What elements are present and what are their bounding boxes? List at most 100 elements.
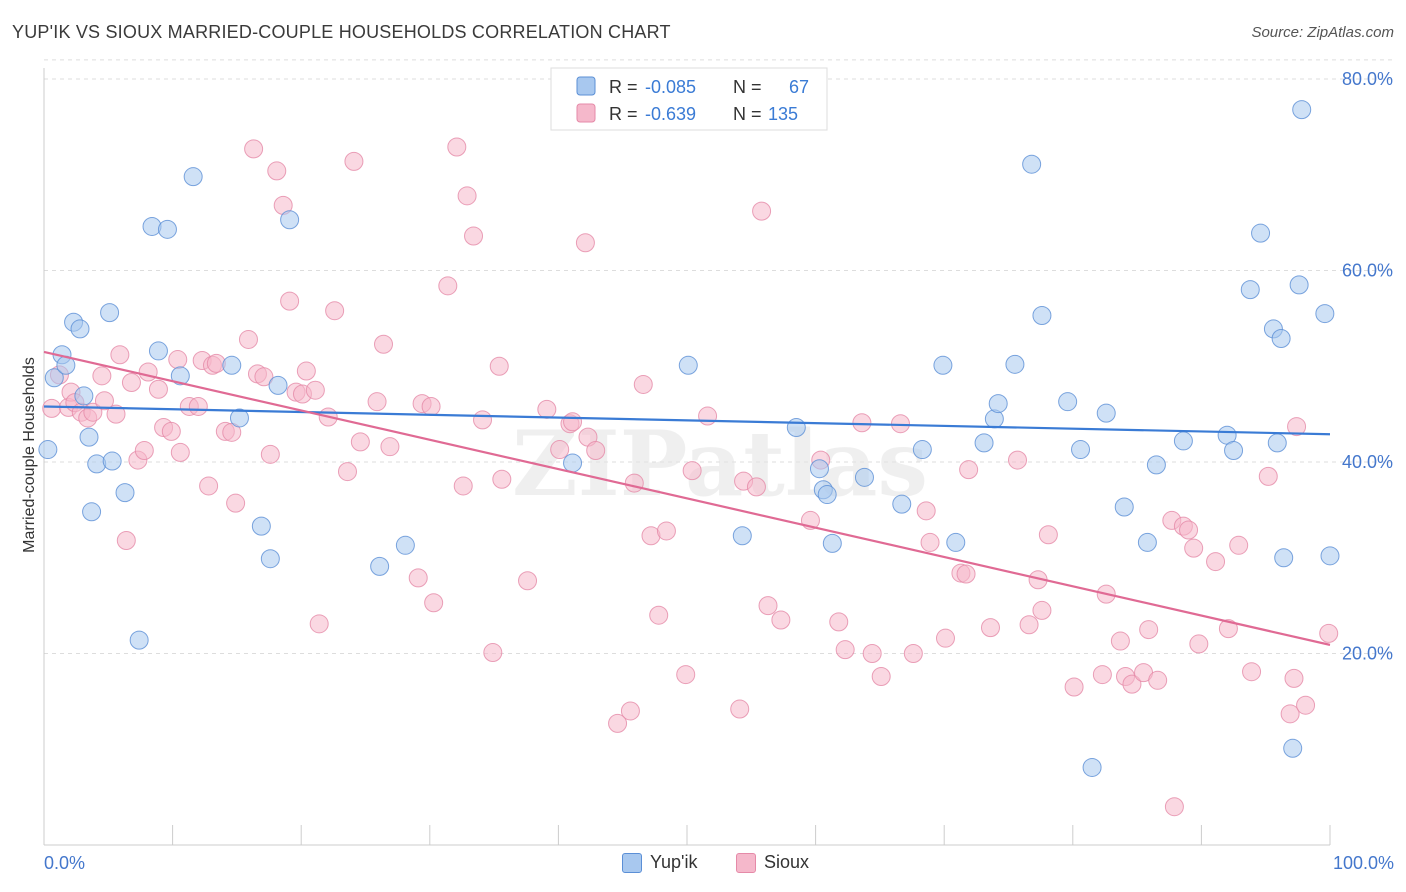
sioux-point-129 bbox=[1258, 466, 1278, 486]
yupik-point-61 bbox=[1274, 548, 1294, 568]
y-tick-label-3: 80.0% bbox=[1342, 69, 1393, 89]
sioux-point-131 bbox=[1284, 668, 1304, 688]
sioux-point-60 bbox=[464, 226, 484, 246]
legend-n-value-yupik: 67 bbox=[789, 77, 809, 97]
yupik-point-57 bbox=[1251, 223, 1271, 243]
yupik-point-46 bbox=[1058, 392, 1078, 412]
y-axis-label: Married-couple Households bbox=[21, 357, 38, 553]
sioux-point-17 bbox=[148, 379, 168, 399]
sioux-point-65 bbox=[518, 571, 538, 591]
legend-swatch-yupik bbox=[576, 76, 596, 96]
sioux-point-58 bbox=[453, 476, 473, 496]
sioux-point-69 bbox=[563, 412, 583, 432]
sioux-point-88 bbox=[771, 610, 791, 630]
legend-n-value-sioux: 135 bbox=[768, 104, 798, 124]
legend-top: R = -0.085 N = 67 R = -0.639 N = 135 bbox=[550, 67, 828, 131]
sioux-point-92 bbox=[835, 640, 855, 660]
yupik-point-11 bbox=[102, 451, 122, 471]
sioux-point-75 bbox=[624, 473, 644, 493]
sioux-point-20 bbox=[168, 350, 188, 370]
sioux-point-126 bbox=[1218, 619, 1238, 639]
yupik-point-28 bbox=[678, 355, 698, 375]
sioux-point-51 bbox=[380, 437, 400, 457]
yupik-point-52 bbox=[1146, 455, 1166, 475]
sioux-point-0 bbox=[42, 398, 62, 418]
sioux-point-54 bbox=[421, 396, 441, 416]
sioux-point-57 bbox=[447, 137, 467, 157]
legend-r-value-yupik: -0.085 bbox=[645, 77, 696, 97]
yupik-point-25 bbox=[370, 556, 390, 576]
sioux-point-52 bbox=[408, 568, 428, 588]
yupik-point-24 bbox=[280, 210, 300, 230]
sioux-point-35 bbox=[260, 444, 280, 464]
sioux-point-25 bbox=[199, 476, 219, 496]
sioux-point-34 bbox=[254, 367, 274, 387]
yupik-points bbox=[38, 100, 1340, 777]
sioux-point-87 bbox=[758, 596, 778, 616]
yupik-point-20 bbox=[229, 408, 249, 428]
sioux-point-82 bbox=[698, 406, 718, 426]
yupik-point-55 bbox=[1224, 441, 1244, 461]
yupik-point-15 bbox=[148, 341, 168, 361]
yupik-point-60 bbox=[1271, 328, 1291, 348]
yupik-point-17 bbox=[170, 366, 190, 386]
sioux-point-16 bbox=[138, 362, 158, 382]
yupik-point-7 bbox=[79, 427, 99, 447]
sioux-point-76 bbox=[633, 374, 653, 394]
sioux-point-78 bbox=[649, 605, 669, 625]
sioux-trend-line bbox=[43, 350, 1331, 646]
yupik-point-39 bbox=[946, 532, 966, 552]
sioux-point-85 bbox=[746, 477, 766, 497]
legend-r-value-sioux: -0.639 bbox=[645, 104, 696, 124]
sioux-point-49 bbox=[367, 392, 387, 412]
sioux-point-62 bbox=[483, 643, 503, 663]
yupik-point-62 bbox=[1283, 738, 1303, 758]
sioux-point-125 bbox=[1206, 552, 1226, 572]
yupik-point-14 bbox=[142, 216, 162, 236]
yupik-point-0 bbox=[38, 440, 58, 460]
sioux-point-72 bbox=[586, 441, 606, 461]
legend-n-label-sioux: N = bbox=[733, 104, 762, 124]
yupik-point-45 bbox=[1032, 306, 1052, 326]
yupik-point-33 bbox=[817, 485, 837, 505]
yupik-point-16 bbox=[157, 219, 177, 239]
sioux-point-110 bbox=[1064, 677, 1084, 697]
sioux-point-93 bbox=[852, 413, 872, 433]
sioux-point-124 bbox=[1189, 634, 1209, 654]
sioux-point-79 bbox=[656, 521, 676, 541]
sioux-point-133 bbox=[1296, 695, 1316, 715]
sioux-point-9 bbox=[94, 391, 114, 411]
yupik-point-1 bbox=[44, 368, 64, 388]
y-tick-label-0: 20.0% bbox=[1342, 644, 1393, 664]
yupik-point-37 bbox=[912, 440, 932, 460]
yupik-point-30 bbox=[786, 418, 806, 438]
yupik-point-23 bbox=[268, 375, 288, 395]
sioux-point-100 bbox=[935, 628, 955, 648]
chart-title: YUP'IK VS SIOUX MARRIED-COUPLE HOUSEHOLD… bbox=[12, 22, 671, 42]
sioux-point-106 bbox=[1019, 615, 1039, 635]
legend-r-label-sioux: R = bbox=[609, 104, 638, 124]
yupik-point-50 bbox=[1114, 497, 1134, 517]
legend-item-sioux: Sioux bbox=[736, 852, 809, 873]
sioux-point-115 bbox=[1122, 674, 1142, 694]
sioux-point-102 bbox=[956, 564, 976, 584]
sioux-point-118 bbox=[1148, 670, 1168, 690]
yupik-point-64 bbox=[1292, 100, 1312, 120]
sioux-point-48 bbox=[350, 432, 370, 452]
sioux-point-73 bbox=[608, 713, 628, 733]
yupik-point-9 bbox=[87, 454, 107, 474]
sioux-point-127 bbox=[1229, 535, 1249, 555]
sioux-point-91 bbox=[829, 612, 849, 632]
sioux-point-134 bbox=[1319, 623, 1339, 643]
sioux-point-13 bbox=[121, 373, 141, 393]
sioux-point-66 bbox=[537, 399, 557, 419]
yupik-point-31 bbox=[809, 459, 829, 479]
sioux-point-23 bbox=[188, 396, 208, 416]
yupik-point-18 bbox=[183, 167, 203, 187]
sioux-point-10 bbox=[106, 404, 126, 424]
yupik-point-51 bbox=[1137, 532, 1157, 552]
sioux-point-41 bbox=[296, 361, 316, 381]
sioux-point-105 bbox=[1008, 450, 1028, 470]
yupik-point-29 bbox=[732, 526, 752, 546]
sioux-point-32 bbox=[244, 139, 264, 159]
